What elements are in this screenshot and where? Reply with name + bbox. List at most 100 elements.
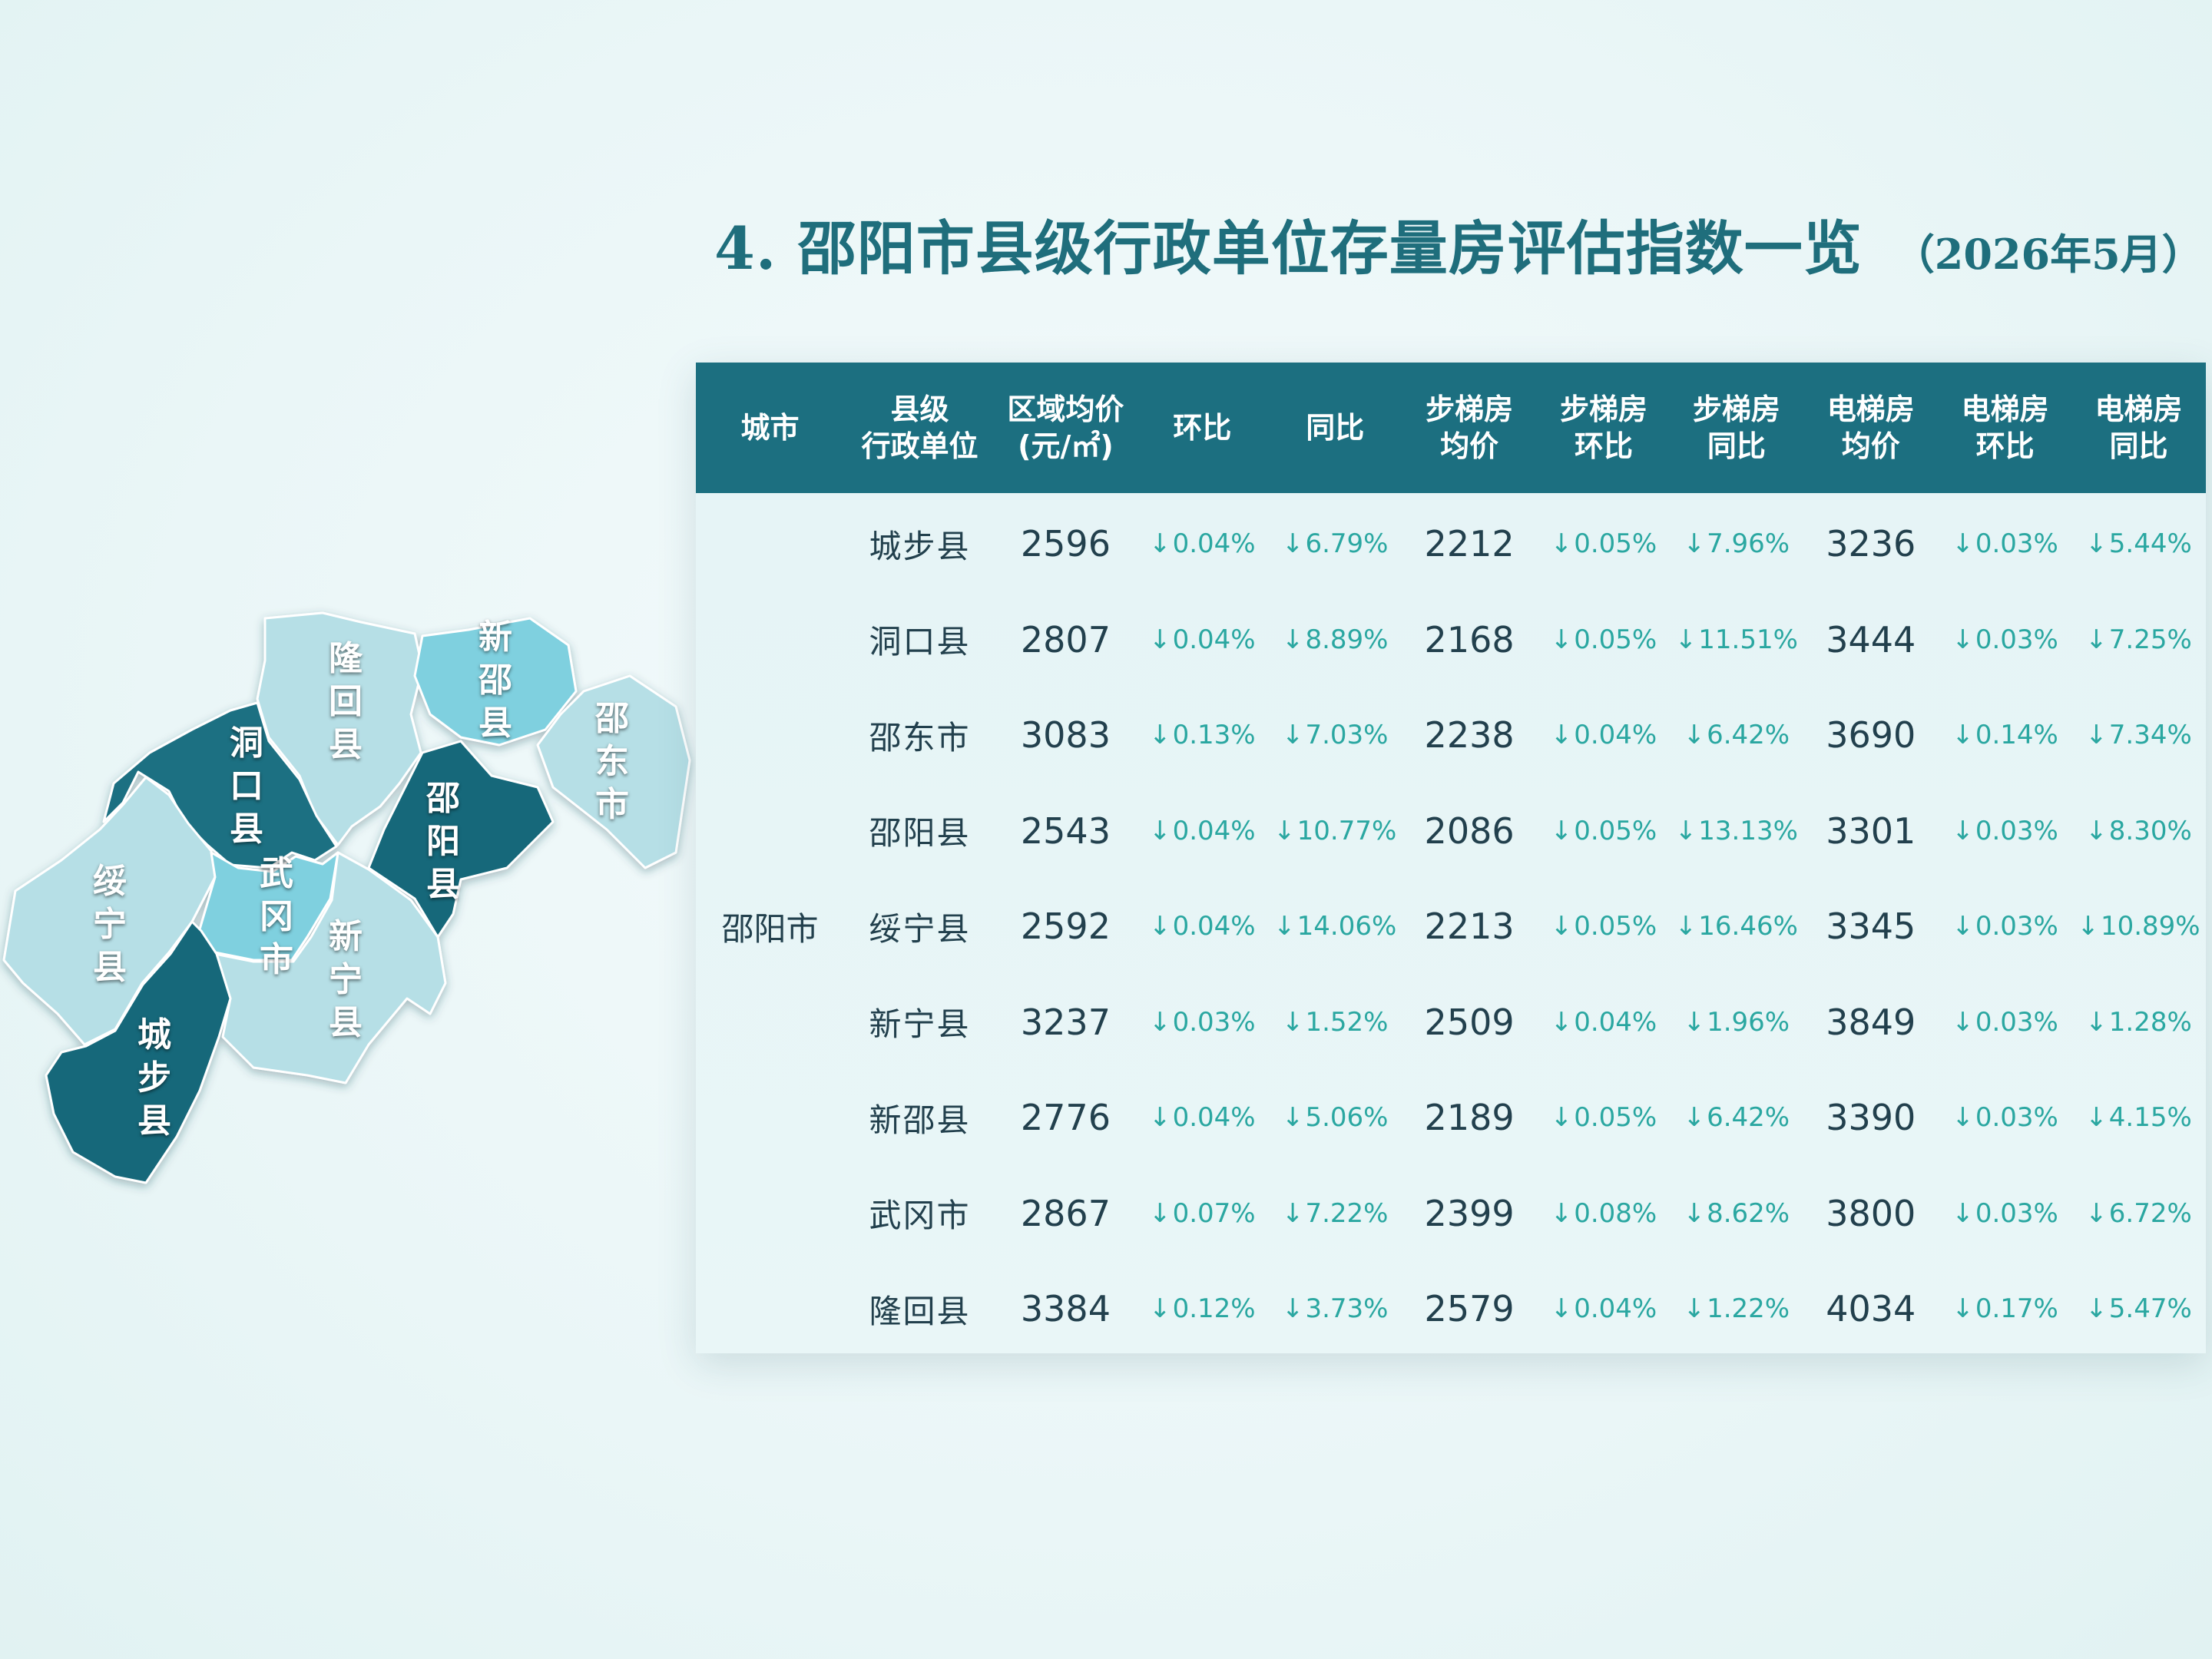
- pct-value: 0.05%: [1574, 815, 1657, 846]
- pct-value: 5.06%: [1305, 1102, 1389, 1134]
- label-longhui: 隆回县: [329, 639, 363, 764]
- cell-elev-avg: 3800: [1826, 1192, 1916, 1234]
- pct-value: 6.42%: [1707, 1102, 1790, 1134]
- column-header: 步梯房 同比: [1670, 363, 1803, 493]
- cell-stair-avg: 2189: [1424, 1097, 1515, 1139]
- cell-stair-mom: ↓0.05%: [1538, 783, 1671, 879]
- down-arrow-icon: ↓: [1550, 911, 1573, 942]
- column-header-line1: 电梯房: [2094, 392, 2183, 426]
- pct-value: 0.04%: [1172, 1102, 1256, 1134]
- down-arrow-icon: ↓: [1149, 1102, 1171, 1134]
- pct-value: 0.03%: [1975, 1102, 2058, 1134]
- column-header: 区域均价 (元/㎡): [995, 363, 1136, 493]
- label-chengbu: 城步县: [137, 1015, 171, 1141]
- down-arrow-icon: ↓: [1674, 815, 1697, 846]
- pct-value: 0.04%: [1574, 720, 1657, 751]
- down-arrow-icon: ↓: [2085, 528, 2108, 560]
- pct-value: 10.89%: [2100, 911, 2200, 942]
- column-header: 电梯房 均价: [1803, 363, 1939, 493]
- down-arrow-icon: ↓: [2085, 1006, 2108, 1038]
- region-suining: [2, 776, 217, 1046]
- pct-value: 0.05%: [1574, 1102, 1657, 1134]
- column-header: 步梯房 环比: [1537, 363, 1671, 493]
- pct-value: 0.04%: [1172, 911, 1256, 942]
- pct-value: 0.05%: [1574, 624, 1657, 655]
- cell-avg: 2596: [1020, 523, 1111, 565]
- cell-stair-avg: 2579: [1424, 1288, 1515, 1330]
- cell-elev-yoy: ↓4.15%: [2071, 1070, 2206, 1166]
- cell-yoy: ↓7.22%: [1269, 1166, 1402, 1262]
- cell-county: 隆回县: [869, 1292, 971, 1330]
- cell-mom: ↓0.04%: [1136, 592, 1269, 688]
- column-header-line2: 均价: [1440, 429, 1499, 463]
- title-text: 4. 邵阳市县级行政单位存量房评估指数一览: [714, 214, 1863, 283]
- cell-elev-yoy: ↓5.47%: [2071, 1261, 2206, 1357]
- column-header: 同比: [1268, 363, 1402, 493]
- label-suining: 绥宁县: [93, 862, 127, 987]
- pct-value: 0.04%: [1172, 815, 1256, 846]
- column-header-line1: 城市: [740, 411, 800, 445]
- region-shaodong: [536, 674, 691, 869]
- cell-stair-yoy: ↓6.42%: [1670, 687, 1803, 783]
- pct-value: 0.05%: [1574, 911, 1657, 942]
- page-title: 4. 邵阳市县级行政单位存量房评估指数一览 （2026年5月）: [714, 201, 2204, 286]
- column-header-line1: 同比: [1306, 411, 1365, 445]
- column-header: 步梯房 均价: [1401, 363, 1538, 493]
- down-arrow-icon: ↓: [1550, 528, 1573, 560]
- map-shapes: [2, 611, 691, 1184]
- cell-yoy: ↓1.52%: [1269, 975, 1402, 1071]
- pct-value: 6.42%: [1707, 720, 1790, 751]
- pct-value: 0.04%: [1172, 528, 1256, 560]
- down-arrow-icon: ↓: [2077, 911, 2099, 942]
- pct-value: 16.46%: [1698, 911, 1798, 942]
- pct-value: 1.22%: [1707, 1293, 1790, 1325]
- down-arrow-icon: ↓: [1149, 528, 1171, 560]
- column-header-line1: 环比: [1173, 411, 1232, 445]
- label-shaoyangxian: 邵阳县: [426, 779, 460, 904]
- pct-value: 0.03%: [1975, 911, 2058, 942]
- down-arrow-icon: ↓: [1550, 1197, 1573, 1229]
- table-row: 邵阳市 城步县 2596 ↓0.04% ↓6.79% 2212 ↓0.05% ↓7.96% 32…: [696, 493, 2206, 948]
- cell-stair-mom: ↓0.05%: [1538, 1070, 1671, 1166]
- city-cell: 邵阳市: [721, 909, 819, 948]
- down-arrow-icon: ↓: [1149, 815, 1171, 846]
- column-header: 县级 行政单位: [843, 363, 995, 493]
- column-header-line1: 步梯房: [1559, 392, 1647, 426]
- down-arrow-icon: ↓: [2085, 1293, 2108, 1325]
- label-shaodong: 邵东市: [595, 699, 629, 824]
- pct-value: 1.96%: [1707, 1006, 1790, 1038]
- cell-mom: ↓0.13%: [1136, 687, 1269, 783]
- cell-stair-avg: 2168: [1424, 618, 1515, 661]
- cell-stair-yoy: ↓7.96%: [1670, 493, 1803, 592]
- pct-value: 6.72%: [2108, 1197, 2192, 1229]
- cell-stair-avg: 2212: [1424, 523, 1515, 565]
- pct-value: 0.05%: [1574, 528, 1657, 560]
- cell-elev-mom: ↓0.03%: [1939, 975, 2071, 1071]
- table-row: 绥宁县 2592 ↓0.04% ↓14.06% 2213 ↓0.05% ↓16.46% 334…: [696, 879, 2206, 975]
- down-arrow-icon: ↓: [2085, 1102, 2108, 1134]
- cell-elev-yoy: ↓5.44%: [2071, 493, 2206, 592]
- column-header: 电梯房 同比: [2071, 363, 2206, 493]
- pct-value: 8.89%: [1305, 624, 1389, 655]
- cell-yoy: ↓3.73%: [1269, 1261, 1402, 1357]
- cell-stair-mom: ↓0.04%: [1538, 687, 1671, 783]
- pct-value: 8.62%: [1707, 1197, 1790, 1229]
- down-arrow-icon: ↓: [1281, 1006, 1304, 1038]
- cell-stair-mom: ↓0.05%: [1538, 493, 1671, 592]
- down-arrow-icon: ↓: [2085, 624, 2108, 655]
- pct-value: 0.03%: [1975, 1006, 2058, 1038]
- table-row: 新邵县 2776 ↓0.04% ↓5.06% 2189 ↓0.05% ↓6.42% 3390 ↓…: [696, 1070, 2206, 1166]
- cell-stair-yoy: ↓8.62%: [1670, 1166, 1803, 1262]
- cell-stair-avg: 2213: [1424, 906, 1515, 948]
- cell-stair-avg: 2086: [1424, 810, 1515, 852]
- column-header-line2: (元/㎡): [1018, 429, 1114, 463]
- cell-county: 新宁县: [869, 1005, 971, 1044]
- region-shaoyangxian: [367, 740, 555, 939]
- pct-value: 11.51%: [1698, 624, 1798, 655]
- cell-stair-yoy: ↓1.96%: [1670, 975, 1803, 1071]
- down-arrow-icon: ↓: [1952, 1293, 1974, 1325]
- pct-value: 0.08%: [1574, 1197, 1657, 1229]
- cell-mom: ↓0.07%: [1136, 1166, 1269, 1262]
- down-arrow-icon: ↓: [1550, 1102, 1573, 1134]
- down-arrow-icon: ↓: [2085, 815, 2108, 846]
